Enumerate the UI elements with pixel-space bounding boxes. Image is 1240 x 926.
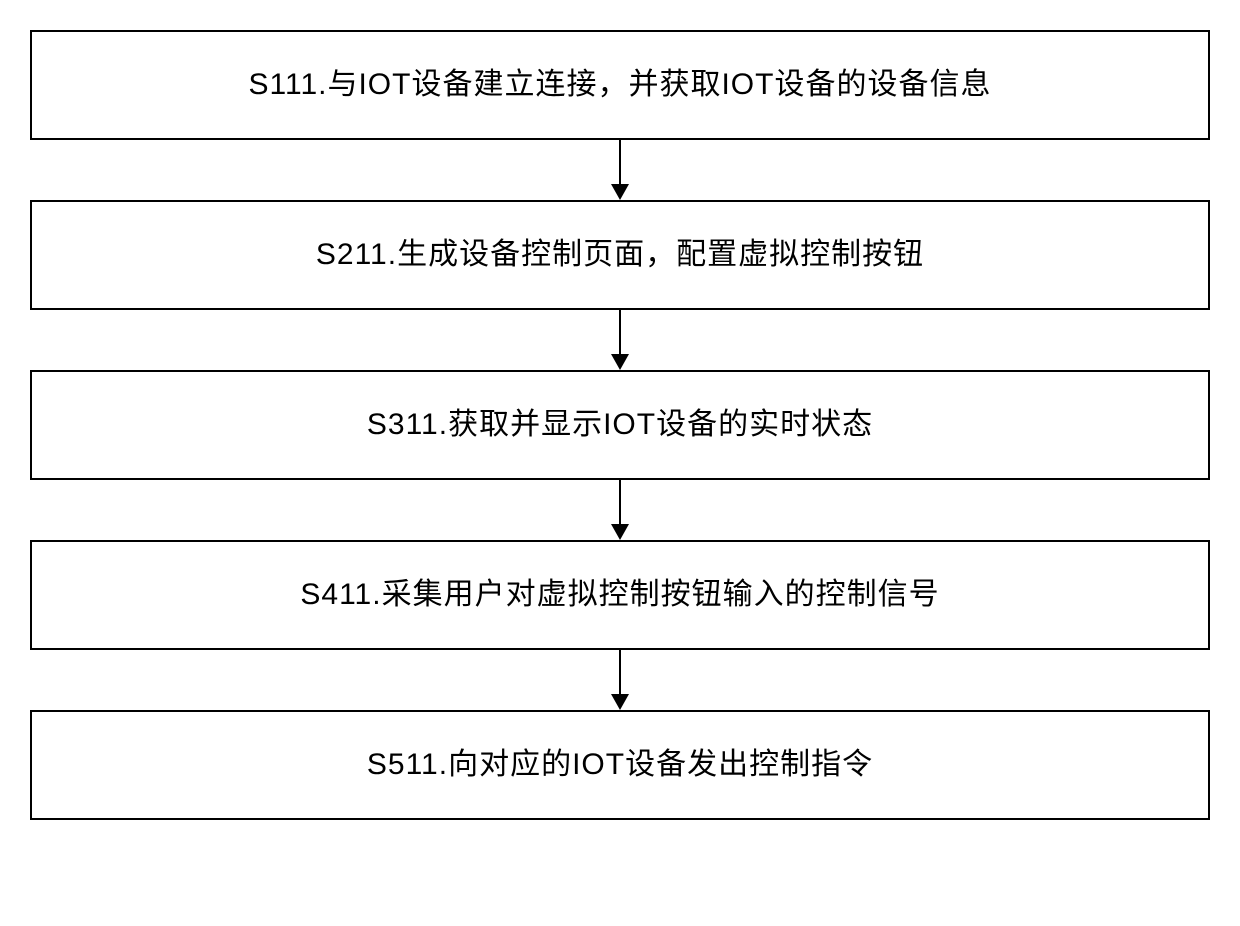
flow-step-s411: S411.采集用户对虚拟控制按钮输入的控制信号 bbox=[30, 540, 1210, 650]
arrow-head-icon bbox=[611, 354, 629, 370]
flow-arrow bbox=[611, 140, 629, 200]
arrow-head-icon bbox=[611, 694, 629, 710]
flow-step-s111: S111.与IOT设备建立连接，并获取IOT设备的设备信息 bbox=[30, 30, 1210, 140]
flow-step-label: S311.获取并显示IOT设备的实时状态 bbox=[367, 404, 873, 446]
flow-arrow bbox=[611, 650, 629, 710]
arrow-line bbox=[619, 140, 621, 184]
flow-step-s511: S511.向对应的IOT设备发出控制指令 bbox=[30, 710, 1210, 820]
flow-arrow bbox=[611, 480, 629, 540]
arrow-line bbox=[619, 480, 621, 524]
flow-step-label: S511.向对应的IOT设备发出控制指令 bbox=[367, 744, 873, 786]
flow-step-s211: S211.生成设备控制页面，配置虚拟控制按钮 bbox=[30, 200, 1210, 310]
flow-step-s311: S311.获取并显示IOT设备的实时状态 bbox=[30, 370, 1210, 480]
arrow-line bbox=[619, 310, 621, 354]
arrow-line bbox=[619, 650, 621, 694]
flow-step-label: S411.采集用户对虚拟控制按钮输入的控制信号 bbox=[300, 574, 939, 616]
arrow-head-icon bbox=[611, 524, 629, 540]
arrow-head-icon bbox=[611, 184, 629, 200]
flow-arrow bbox=[611, 310, 629, 370]
flow-step-label: S111.与IOT设备建立连接，并获取IOT设备的设备信息 bbox=[249, 64, 992, 106]
flow-step-label: S211.生成设备控制页面，配置虚拟控制按钮 bbox=[316, 234, 924, 276]
flowchart-container: S111.与IOT设备建立连接，并获取IOT设备的设备信息 S211.生成设备控… bbox=[0, 30, 1240, 820]
